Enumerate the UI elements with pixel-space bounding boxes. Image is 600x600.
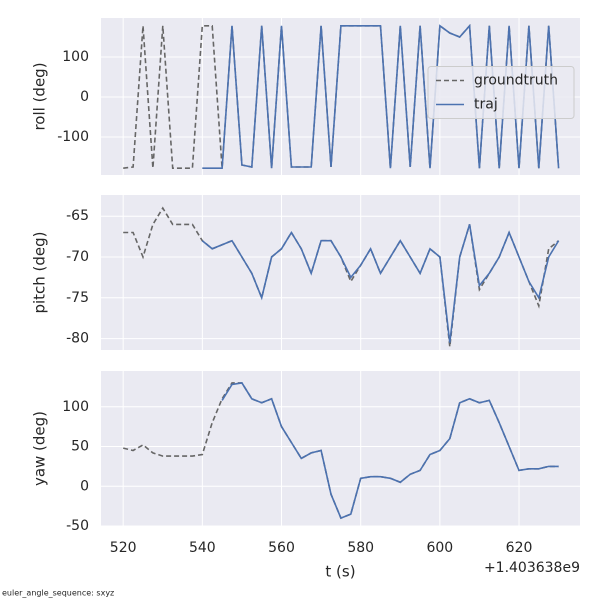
series-line: [221, 382, 559, 520]
y-tick-label: -50: [66, 518, 89, 534]
y-axis-label: roll (deg): [31, 62, 49, 130]
y-tick-label: -65: [66, 208, 89, 224]
x-tick-label: 620: [506, 540, 533, 556]
y-tick-label: 0: [80, 478, 89, 494]
plot-background: [101, 371, 580, 526]
y-tick-label: -70: [66, 249, 89, 265]
plot-background: [101, 195, 580, 350]
legend-label: traj: [474, 97, 498, 113]
legend-box: [427, 66, 575, 119]
legend-label: groundtruth: [474, 73, 558, 89]
y-tick-label: 100: [62, 49, 89, 65]
series-line: [202, 23, 560, 169]
y-tick-label: -75: [66, 290, 89, 306]
y-tick-label: 0: [80, 89, 89, 105]
footer: euler_angle_sequence: sxyz: [2, 589, 114, 598]
x-tick-label: 520: [110, 540, 137, 556]
x-tick-label: 580: [347, 540, 374, 556]
y-tick-label: 100: [62, 399, 89, 415]
x-tick-label: 600: [426, 540, 453, 556]
y-tick-label: 50: [71, 439, 89, 455]
x-tick-label: 540: [189, 540, 216, 556]
y-tick-label: -80: [66, 331, 89, 347]
y-axis-label: yaw (deg): [31, 411, 49, 486]
y-tick-label: -100: [57, 129, 89, 145]
y-axis-label: pitch (deg): [31, 231, 49, 313]
x-offset-label: +1.403638e9: [484, 560, 580, 576]
x-axis-label: t (s): [325, 563, 355, 581]
series-line: [201, 224, 560, 343]
x-tick-label: 560: [268, 540, 295, 556]
